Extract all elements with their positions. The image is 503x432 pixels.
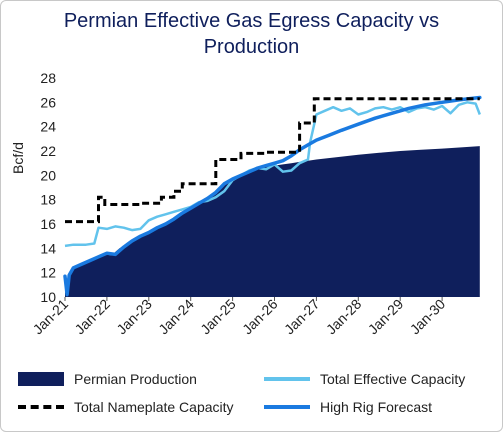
legend-swatch-nameplate-capacity	[18, 405, 64, 409]
series-area-permian-production	[65, 146, 480, 297]
y-axis: 10 12 14 16 18 20 22 24 26 28	[40, 70, 56, 305]
legend-item-nameplate-capacity: Total Nameplate Capacity	[18, 398, 234, 416]
y-tick-label: 24	[40, 119, 56, 135]
x-tick-label: Jan-29	[365, 296, 407, 338]
legend-label-effective-capacity: Total Effective Capacity	[320, 371, 466, 387]
legend-swatch-effective-capacity	[264, 377, 310, 381]
chart-plot: 10 12 14 16 18 20 22 24 26 28 Jan-21 Jan-22 Jan-23 J…	[10, 70, 482, 338]
x-axis: Jan-21 Jan-22 Jan-23 Jan-24 Jan-25 Jan-26 Jan-…	[30, 296, 449, 338]
x-tick-label: Jan-23	[113, 296, 155, 338]
x-tick-label: Jan-27	[281, 296, 323, 338]
legend-item-production: Permian Production	[18, 370, 197, 388]
y-tick-label: 16	[40, 216, 56, 232]
legend-label-production: Permian Production	[74, 371, 197, 387]
x-tick-label: Jan-22	[71, 296, 113, 338]
legend-label-high-rig-forecast: High Rig Forecast	[320, 399, 433, 415]
legend-swatch-high-rig-forecast	[264, 405, 310, 409]
series-layer	[63, 95, 482, 297]
legend-label-nameplate-capacity: Total Nameplate Capacity	[74, 399, 234, 415]
series-line-high-rig-forecast	[63, 95, 482, 297]
y-tick-label: 26	[40, 94, 56, 110]
chart-title-line-2: Production	[203, 36, 300, 58]
y-tick-label: 10	[40, 289, 56, 305]
x-tick-label: Jan-24	[155, 296, 197, 338]
chart-title: Permian Effective Gas Egress Capacity vs…	[0, 8, 503, 60]
legend: Permian Production Total Effective Capac…	[0, 362, 503, 424]
y-tick-label: 14	[40, 240, 56, 256]
chart-title-line-1: Permian Effective Gas Egress Capacity vs	[63, 10, 440, 32]
legend-item-effective-capacity: Total Effective Capacity	[264, 370, 465, 388]
y-tick-label: 18	[40, 192, 56, 208]
y-tick-label: 22	[40, 143, 56, 159]
x-tick-label: Jan-25	[197, 296, 239, 338]
legend-item-high-rig-forecast: High Rig Forecast	[264, 398, 432, 416]
series-line-total-nameplate-capacity	[65, 97, 480, 224]
x-tick-label: Jan-26	[239, 296, 281, 338]
y-tick-label: 20	[40, 167, 56, 183]
x-tick-label: Jan-28	[323, 296, 365, 338]
x-tick-label: Jan-30	[407, 296, 449, 338]
y-axis-label: Bcf/d	[10, 142, 26, 174]
y-tick-label: 12	[40, 265, 56, 281]
legend-swatch-production	[18, 372, 64, 386]
series-line-total-effective-capacity	[64, 101, 481, 248]
y-tick-label: 28	[40, 70, 56, 86]
